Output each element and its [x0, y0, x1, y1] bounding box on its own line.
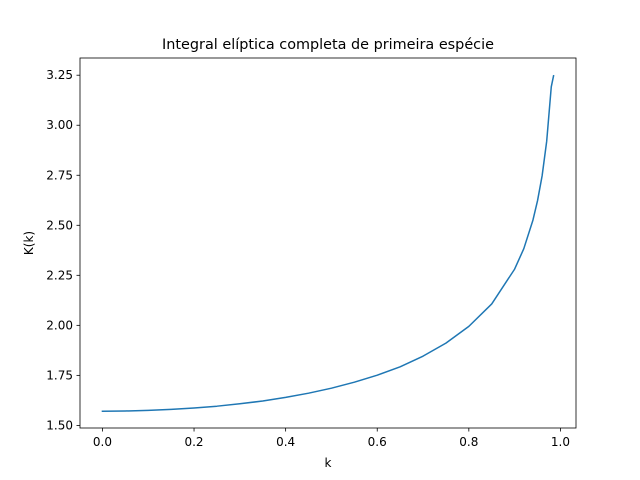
y-tick-label: 2.25 [46, 268, 73, 282]
x-tick-label: 0.0 [93, 435, 112, 449]
y-tick-label: 2.75 [46, 168, 73, 182]
x-tick-label: 0.6 [368, 435, 387, 449]
y-tick-label: 3.25 [46, 68, 73, 82]
y-tick-label: 1.75 [46, 368, 73, 382]
y-tick-label: 2.00 [46, 318, 73, 332]
y-tick-label: 2.50 [46, 218, 73, 232]
series-line-0 [101, 74, 555, 412]
x-axis-label: k [325, 456, 332, 470]
x-tick-label: 0.4 [276, 435, 295, 449]
y-tick-label: 3.00 [46, 118, 73, 132]
y-tick-label: 1.50 [46, 418, 73, 432]
x-tick-label: 0.8 [459, 435, 478, 449]
y-axis-label: K(k) [22, 231, 36, 255]
axes-frame [79, 57, 577, 429]
x-tick-label: 1.0 [551, 435, 570, 449]
plot-area [80, 58, 576, 428]
chart-title: Integral elíptica completa de primeira e… [162, 37, 494, 53]
x-tick-label: 0.2 [184, 435, 203, 449]
